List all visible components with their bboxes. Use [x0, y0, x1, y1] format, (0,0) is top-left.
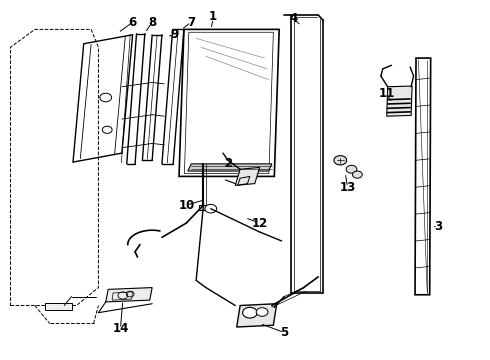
Polygon shape	[106, 288, 152, 302]
Polygon shape	[45, 303, 72, 310]
Polygon shape	[198, 205, 211, 211]
Text: 1: 1	[209, 10, 217, 23]
Text: 7: 7	[187, 16, 196, 29]
Text: 14: 14	[112, 322, 128, 335]
Circle shape	[352, 171, 362, 178]
Polygon shape	[387, 86, 412, 116]
Polygon shape	[237, 304, 277, 327]
Polygon shape	[188, 164, 272, 171]
Polygon shape	[235, 167, 260, 185]
Text: 4: 4	[290, 12, 298, 25]
Circle shape	[334, 156, 346, 165]
Circle shape	[256, 308, 268, 316]
Text: 12: 12	[251, 216, 268, 230]
Text: 3: 3	[434, 220, 442, 233]
Text: 10: 10	[178, 199, 195, 212]
Text: 6: 6	[128, 16, 137, 29]
Text: 5: 5	[280, 326, 288, 339]
Text: 9: 9	[170, 28, 178, 41]
Text: 13: 13	[340, 181, 356, 194]
Text: 11: 11	[379, 87, 395, 100]
Circle shape	[243, 307, 257, 318]
Circle shape	[205, 204, 217, 213]
Text: 2: 2	[224, 157, 232, 170]
Circle shape	[346, 165, 357, 173]
Text: 8: 8	[148, 16, 156, 29]
